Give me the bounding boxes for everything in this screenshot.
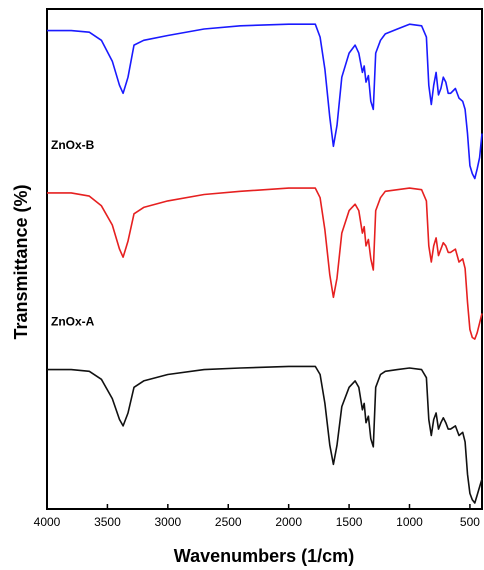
series-label-znox-a: ZnOx-A	[51, 315, 95, 329]
x-tick-label: 3000	[154, 515, 181, 529]
x-axis-title: Wavenumbers (1/cm)	[174, 546, 354, 566]
x-tick-label: 4000	[34, 515, 61, 529]
series-label-znox-b: ZnOx-B	[51, 138, 95, 152]
y-axis-title: Transmittance (%)	[11, 184, 31, 339]
series-line-znox-a	[47, 365, 483, 504]
x-tick-label: 1500	[336, 515, 363, 529]
series-line-znox-c	[47, 23, 483, 180]
plot-frame	[46, 8, 483, 510]
x-tick-label: 500	[460, 515, 480, 529]
x-tick-label: 2500	[215, 515, 242, 529]
series-line-znox-b	[47, 187, 483, 340]
x-tick-label: 2000	[275, 515, 302, 529]
x-axis-ticks: 4000 3500 3000 2500 2000 1500 1000 500	[34, 504, 480, 529]
series-layer	[47, 23, 483, 504]
x-tick-label: 1000	[396, 515, 423, 529]
x-tick-label: 3500	[94, 515, 121, 529]
